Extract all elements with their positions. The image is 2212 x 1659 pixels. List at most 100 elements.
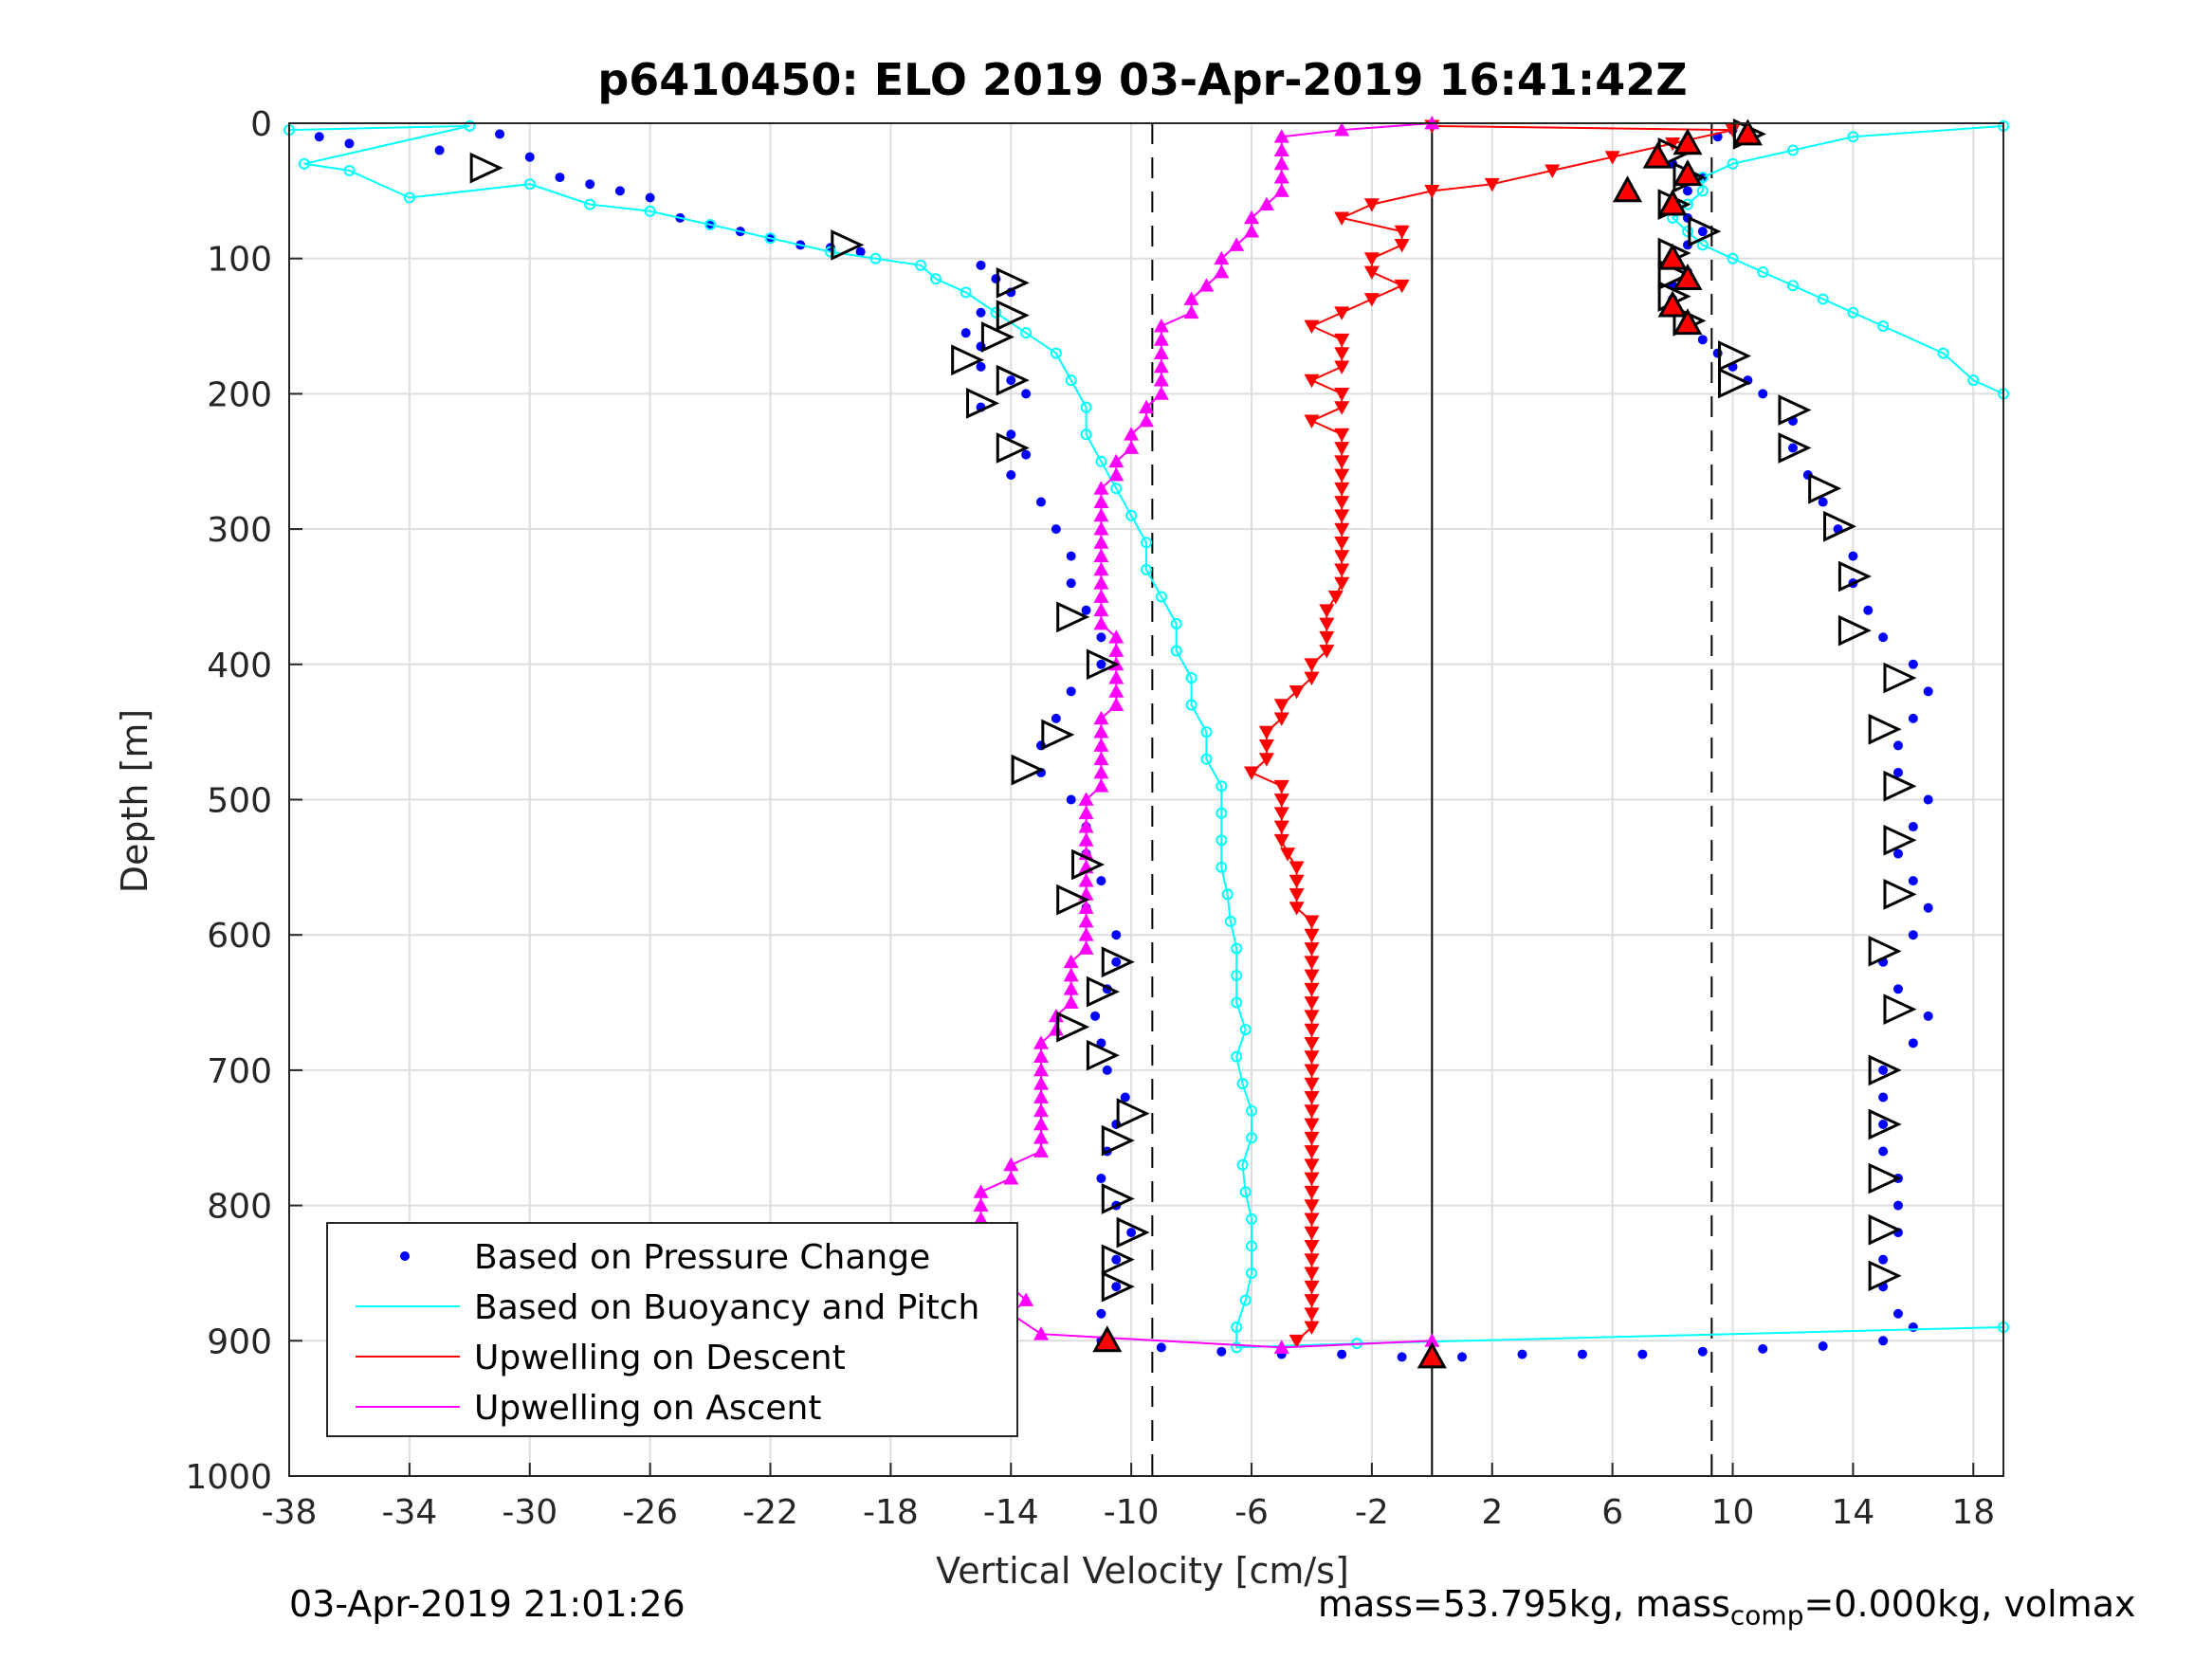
open-triangle-marker: [1101, 946, 1135, 978]
data-point: [1081, 605, 1091, 615]
data-point: [1111, 930, 1122, 940]
data-point: [1003, 1171, 1019, 1185]
data-point: [1273, 1340, 1289, 1354]
data-point: [855, 246, 866, 257]
open-triangle-marker: [1778, 432, 1812, 464]
data-point: [1908, 1322, 1918, 1333]
data-point: [1937, 347, 1949, 359]
open-triangle-marker: [1056, 601, 1090, 633]
data-point: [1239, 1024, 1252, 1036]
open-triangle-marker: [1071, 848, 1106, 881]
data-point: [1018, 1292, 1034, 1306]
open-triangle-marker: [1718, 340, 1752, 372]
open-triangle-marker: [1823, 510, 1857, 542]
open-triangle-marker: [1868, 935, 1902, 967]
data-point: [1517, 1349, 1527, 1359]
data-point: [1304, 319, 1320, 335]
data-point: [1577, 1349, 1587, 1359]
data-point: [1923, 1011, 1933, 1021]
data-point: [1139, 399, 1154, 414]
data-point: [1787, 443, 1798, 453]
data-point: [1066, 794, 1076, 805]
open-triangle-marker: [1883, 824, 1917, 856]
data-point: [1334, 522, 1350, 538]
legend-swatch: [400, 1251, 410, 1261]
data-point: [1304, 1104, 1320, 1119]
data-point: [1334, 496, 1350, 510]
data-point: [1878, 632, 1889, 643]
data-point: [1304, 1212, 1320, 1227]
data-point: [1078, 927, 1094, 941]
x-tick-label: -10: [1104, 1493, 1160, 1532]
data-point: [1908, 876, 1918, 886]
data-point: [644, 205, 656, 217]
open-triangle-marker: [980, 321, 1015, 353]
x-tick-label: 6: [1601, 1493, 1623, 1532]
open-triangle-marker: [1116, 1216, 1150, 1249]
data-point: [1273, 712, 1289, 726]
open-triangle-marker: [996, 432, 1030, 464]
data-point: [1363, 252, 1380, 266]
data-point: [1096, 1174, 1106, 1184]
open-triangle-marker: [996, 300, 1030, 331]
data-point: [1066, 578, 1076, 589]
data-point: [1111, 1254, 1122, 1265]
data-point: [1289, 902, 1305, 916]
data-point: [1878, 1146, 1889, 1157]
data-point: [1102, 1065, 1112, 1075]
data-point: [991, 274, 1001, 284]
data-point: [1200, 726, 1213, 738]
legend-label: Based on Buoyancy and Pitch: [474, 1288, 979, 1327]
data-point: [1078, 900, 1094, 915]
open-triangle-marker: [1868, 1108, 1902, 1140]
data-point: [1080, 401, 1092, 413]
data-point: [1273, 793, 1289, 808]
open-triangle-marker: [1883, 879, 1917, 910]
open-triangle-marker: [1086, 1039, 1120, 1071]
data-point: [1096, 876, 1106, 886]
series-group: [283, 119, 2009, 1354]
data-point: [495, 129, 505, 139]
open-triangle-marker: [966, 388, 1000, 419]
data-point: [1033, 1062, 1049, 1077]
data-point: [1108, 670, 1124, 684]
data-point: [1224, 915, 1236, 927]
data-point: [1141, 537, 1152, 549]
data-point: [585, 179, 595, 190]
data-point: [1334, 563, 1350, 577]
data-point: [1304, 1172, 1320, 1187]
data-point: [1244, 224, 1260, 238]
data-point: [1758, 1343, 1768, 1354]
data-point: [1637, 1349, 1648, 1359]
data-point: [1892, 740, 1903, 751]
data-point: [1878, 1119, 1889, 1129]
data-point: [1363, 265, 1380, 280]
data-point: [1200, 753, 1213, 765]
data-point: [1155, 591, 1167, 603]
y-axis-label: Depth [m]: [114, 709, 155, 894]
data-point: [1304, 1091, 1320, 1105]
data-point: [1923, 794, 1933, 805]
data-point: [1681, 198, 1693, 210]
data-point: [1033, 1089, 1049, 1103]
data-point: [1185, 672, 1197, 684]
data-point: [1327, 591, 1344, 605]
data-point: [1244, 210, 1260, 225]
data-point: [1096, 1038, 1106, 1048]
data-point: [1908, 713, 1918, 723]
data-point: [1892, 1200, 1903, 1211]
data-point: [1120, 1092, 1130, 1103]
data-point: [1273, 699, 1289, 713]
open-triangle-marker: [1868, 1213, 1902, 1246]
data-point: [1304, 1307, 1320, 1322]
data-point: [1033, 1076, 1049, 1090]
red-triangle-marker: [1612, 175, 1643, 203]
data-point: [1108, 629, 1124, 644]
legend-box: [326, 1222, 1018, 1437]
data-point: [1304, 1185, 1320, 1200]
data-point: [434, 145, 445, 155]
red-triangle-marker: [1657, 243, 1688, 270]
data-point: [1289, 684, 1305, 700]
open-triangle-marker: [1056, 1011, 1090, 1043]
y-tick-label: 700: [207, 1052, 272, 1091]
